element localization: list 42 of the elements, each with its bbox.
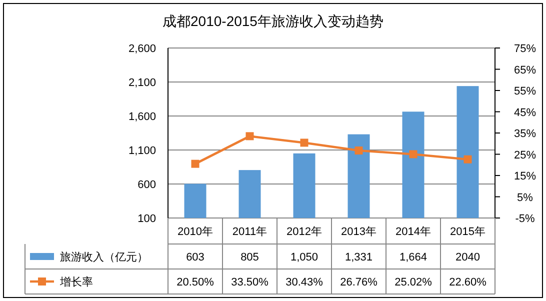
- y2-tick-label: -5%: [515, 213, 535, 225]
- y2-tick-label: 55%: [514, 86, 536, 98]
- y2-tick-label: 45%: [514, 106, 536, 119]
- x-tick-label: 2015年: [450, 226, 486, 238]
- point: [464, 155, 472, 164]
- data-label: 26.76%: [340, 276, 378, 288]
- y2-tick-label: 15%: [514, 170, 536, 182]
- y-tick-label: 1,100: [128, 145, 156, 157]
- data-label: 805: [240, 252, 259, 264]
- y-tick-label: 100: [138, 213, 156, 225]
- y2-tick-label: 75%: [514, 43, 536, 55]
- data-label: 1,331: [344, 252, 373, 264]
- data-label: 20.50%: [176, 276, 214, 288]
- point: [354, 146, 363, 155]
- y-tick-label: 1,600: [128, 111, 156, 123]
- y-tick-label: 600: [138, 179, 156, 191]
- x-tick-label: 2013年: [341, 226, 376, 238]
- y2-tick-label: 5%: [517, 192, 534, 204]
- data-label: 33.50%: [231, 276, 269, 288]
- point: [191, 160, 200, 168]
- legend-label: 旅游收入（亿元）: [60, 250, 148, 264]
- data-label: 1,664: [399, 252, 428, 264]
- data-label: 1,050: [290, 252, 318, 264]
- x-tick-label: 2010年: [178, 226, 213, 238]
- data-label: 22.60%: [449, 276, 487, 288]
- legend-label: 增长率: [59, 276, 93, 288]
- x-tick-label: 2011年: [232, 226, 268, 238]
- data-label: 30.43%: [286, 276, 324, 288]
- y-tick-label: 2,100: [128, 77, 156, 89]
- y-tick-label: 2,600: [128, 43, 156, 55]
- point: [300, 138, 308, 147]
- y2-tick-label: 65%: [514, 64, 536, 76]
- data-label: 25.02%: [394, 276, 432, 288]
- y2-tick-label: 35%: [514, 128, 536, 140]
- chart-title: 成都2010-2015年旅游收入变动趋势: [162, 13, 384, 29]
- data-label: 603: [186, 252, 204, 264]
- point: [246, 132, 254, 140]
- x-tick-label: 2012年: [286, 226, 322, 238]
- x-tick-label: 2014年: [396, 226, 431, 238]
- data-label: 2040: [456, 252, 480, 264]
- y2-tick-label: 25%: [514, 149, 536, 162]
- point: [409, 150, 418, 158]
